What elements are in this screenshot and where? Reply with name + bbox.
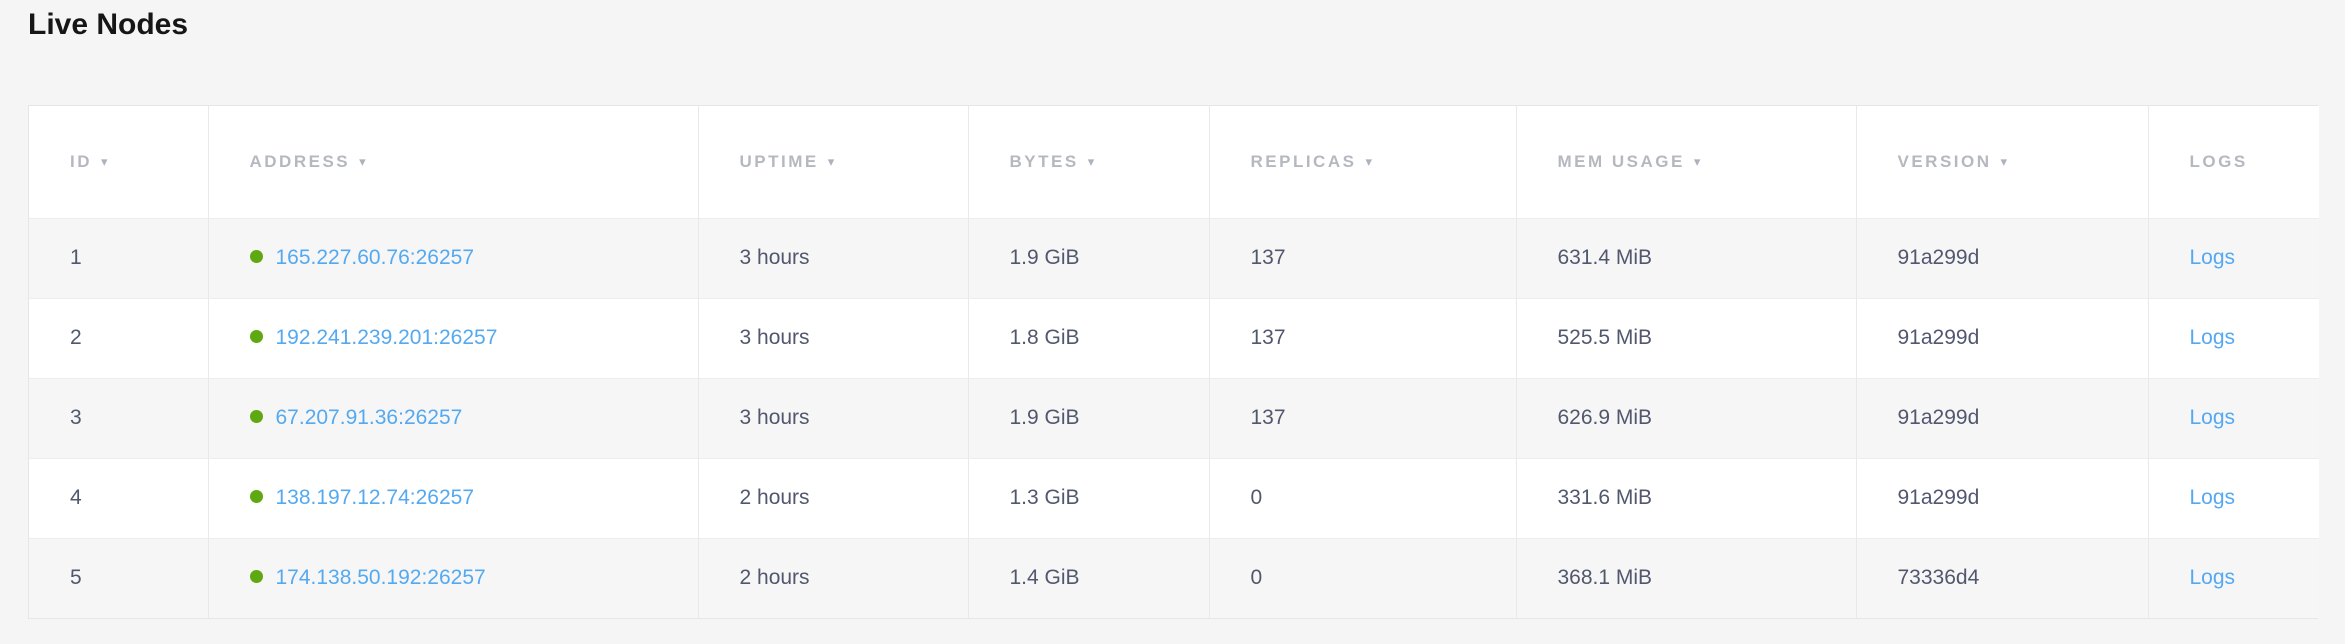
table-row: 4 138.197.12.74:26257 2 hours 1.3 GiB 0 … bbox=[29, 458, 2319, 538]
node-address-cell: 174.138.50.192:26257 bbox=[207, 538, 698, 618]
column-header-replicas-label: REPLICAS bbox=[1250, 151, 1357, 171]
column-header-bytes-label: BYTES bbox=[1009, 151, 1079, 171]
node-bytes-cell: 1.4 GiB bbox=[967, 538, 1209, 618]
node-mem-usage-cell: 631.4 MiB bbox=[1515, 218, 1856, 298]
table-row: 1 165.227.60.76:26257 3 hours 1.9 GiB 13… bbox=[29, 218, 2319, 298]
node-logs-cell: Logs bbox=[2147, 218, 2319, 298]
healthy-dot-icon bbox=[249, 330, 263, 343]
node-address-cell: 192.241.239.201:26257 bbox=[207, 298, 698, 378]
table-row: 5 174.138.50.192:26257 2 hours 1.4 GiB 0… bbox=[29, 538, 2319, 618]
node-version-cell: 91a299d bbox=[1855, 378, 2148, 458]
node-id-cell: 1 bbox=[70, 246, 82, 269]
node-address-link[interactable]: 174.138.50.192:26257 bbox=[275, 566, 486, 590]
node-bytes-cell: 1.8 GiB bbox=[967, 298, 1209, 378]
logs-link[interactable]: Logs bbox=[2189, 406, 2236, 429]
sort-arrow-icon: ▾ bbox=[2000, 153, 2008, 169]
sort-arrow-icon: ▾ bbox=[1693, 153, 1701, 169]
node-id-cell: 5 bbox=[70, 566, 82, 590]
table-row: 2 192.241.239.201:26257 3 hours 1.8 GiB … bbox=[29, 298, 2319, 378]
node-mem-usage-cell: 626.9 MiB bbox=[1515, 378, 1856, 458]
column-header-id[interactable]: ID ▾ bbox=[29, 106, 208, 218]
node-replicas-cell: 137 bbox=[1208, 218, 1516, 298]
table-row: 3 67.207.91.36:26257 3 hours 1.9 GiB 137… bbox=[29, 378, 2319, 458]
node-replicas-cell: 0 bbox=[1208, 458, 1516, 538]
node-uptime-cell: 3 hours bbox=[697, 218, 968, 298]
node-logs-cell: Logs bbox=[2147, 538, 2319, 618]
column-header-mem-usage-label: MEM USAGE bbox=[1557, 151, 1685, 171]
healthy-dot-icon bbox=[249, 570, 263, 584]
sort-arrow-icon: ▾ bbox=[359, 153, 366, 169]
node-uptime-cell: 3 hours bbox=[697, 378, 968, 458]
node-version-cell: 73336d4 bbox=[1855, 538, 2148, 618]
column-header-replicas[interactable]: REPLICAS ▾ bbox=[1208, 106, 1516, 218]
column-header-version-label: VERSION bbox=[1897, 151, 1992, 171]
node-replicas-cell: 137 bbox=[1208, 378, 1516, 458]
node-version-cell: 91a299d bbox=[1855, 458, 2148, 538]
node-version-cell: 91a299d bbox=[1855, 298, 2148, 378]
column-header-version[interactable]: VERSION ▾ bbox=[1855, 106, 2148, 218]
page-title: Live Nodes bbox=[28, 8, 189, 41]
column-header-logs-label: LOGS bbox=[2189, 151, 2248, 171]
table-header-row: ID ▾ ADDRESS ▾ UPTIME ▾ BYTES ▾ REPLICAS ▾ bbox=[29, 106, 2319, 218]
node-address-cell: 165.227.60.76:26257 bbox=[207, 218, 698, 298]
node-id-cell: 4 bbox=[70, 486, 82, 509]
logs-link[interactable]: Logs bbox=[2189, 326, 2236, 349]
node-uptime-cell: 2 hours bbox=[697, 458, 968, 538]
sort-arrow-icon: ▾ bbox=[827, 153, 835, 169]
node-bytes-cell: 1.9 GiB bbox=[967, 378, 1209, 458]
column-header-mem-usage[interactable]: MEM USAGE ▾ bbox=[1515, 106, 1856, 218]
column-header-uptime-label: UPTIME bbox=[739, 151, 819, 171]
node-logs-cell: Logs bbox=[2147, 458, 2319, 538]
column-header-address-label: ADDRESS bbox=[249, 151, 351, 171]
logs-link[interactable]: Logs bbox=[2189, 566, 2236, 590]
column-header-uptime[interactable]: UPTIME ▾ bbox=[697, 106, 968, 218]
node-address-link[interactable]: 138.197.12.74:26257 bbox=[275, 486, 475, 509]
column-header-address[interactable]: ADDRESS ▾ bbox=[207, 106, 698, 218]
node-uptime-cell: 3 hours bbox=[697, 298, 968, 378]
node-logs-cell: Logs bbox=[2147, 378, 2319, 458]
node-version-cell: 91a299d bbox=[1855, 218, 2148, 298]
logs-link[interactable]: Logs bbox=[2189, 486, 2236, 509]
node-address-cell: 67.207.91.36:26257 bbox=[207, 378, 698, 458]
healthy-dot-icon bbox=[249, 490, 263, 503]
node-replicas-cell: 137 bbox=[1208, 298, 1516, 378]
node-mem-usage-cell: 525.5 MiB bbox=[1515, 298, 1856, 378]
sort-arrow-icon: ▾ bbox=[1087, 153, 1095, 169]
node-replicas-cell: 0 bbox=[1208, 538, 1516, 618]
node-bytes-cell: 1.3 GiB bbox=[967, 458, 1209, 538]
node-address-link[interactable]: 67.207.91.36:26257 bbox=[275, 406, 463, 429]
node-id-cell: 3 bbox=[70, 406, 82, 429]
sort-arrow-icon: ▾ bbox=[101, 153, 108, 169]
sort-arrow-icon: ▾ bbox=[1365, 153, 1372, 169]
node-bytes-cell: 1.9 GiB bbox=[967, 218, 1209, 298]
healthy-dot-icon bbox=[249, 250, 263, 263]
column-header-logs: LOGS bbox=[2147, 106, 2319, 218]
column-header-bytes[interactable]: BYTES ▾ bbox=[967, 106, 1209, 218]
node-address-link[interactable]: 192.241.239.201:26257 bbox=[275, 326, 498, 349]
node-id-cell: 2 bbox=[70, 326, 82, 349]
live-nodes-table: ID ▾ ADDRESS ▾ UPTIME ▾ BYTES ▾ REPLICAS ▾ bbox=[28, 105, 2319, 619]
node-logs-cell: Logs bbox=[2147, 298, 2319, 378]
node-mem-usage-cell: 368.1 MiB bbox=[1515, 538, 1856, 618]
node-address-link[interactable]: 165.227.60.76:26257 bbox=[275, 246, 475, 269]
healthy-dot-icon bbox=[249, 410, 263, 423]
logs-link[interactable]: Logs bbox=[2189, 246, 2236, 269]
node-mem-usage-cell: 331.6 MiB bbox=[1515, 458, 1856, 538]
column-header-id-label: ID bbox=[70, 151, 92, 171]
node-address-cell: 138.197.12.74:26257 bbox=[207, 458, 698, 538]
node-uptime-cell: 2 hours bbox=[697, 538, 968, 618]
